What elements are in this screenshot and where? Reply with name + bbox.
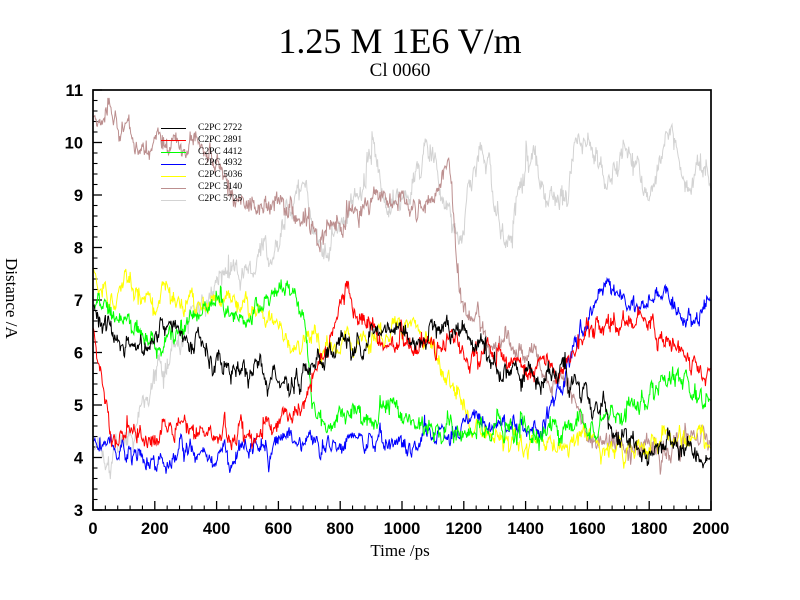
svg-text:11: 11 — [66, 82, 83, 100]
svg-text:5: 5 — [74, 397, 83, 415]
svg-text:1600: 1600 — [569, 520, 606, 538]
svg-text:200: 200 — [141, 520, 169, 538]
svg-text:400: 400 — [203, 520, 231, 538]
svg-text:1400: 1400 — [507, 520, 544, 538]
svg-text:1800: 1800 — [631, 520, 668, 538]
svg-text:1200: 1200 — [445, 520, 482, 538]
svg-text:2000: 2000 — [693, 520, 730, 538]
svg-text:9: 9 — [74, 187, 83, 205]
svg-text:4: 4 — [74, 449, 84, 467]
svg-text:800: 800 — [326, 520, 354, 538]
svg-text:0: 0 — [88, 520, 97, 538]
svg-text:10: 10 — [65, 134, 83, 152]
svg-text:8: 8 — [74, 239, 83, 257]
svg-text:7: 7 — [74, 292, 83, 310]
svg-text:6: 6 — [74, 344, 83, 362]
svg-text:3: 3 — [74, 502, 83, 520]
svg-text:600: 600 — [265, 520, 293, 538]
svg-text:1000: 1000 — [384, 520, 421, 538]
